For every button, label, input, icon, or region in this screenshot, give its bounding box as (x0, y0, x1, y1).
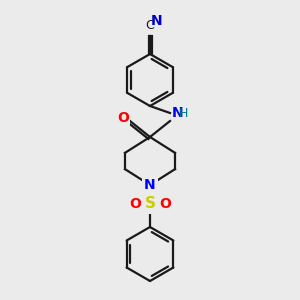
Text: S: S (145, 196, 155, 211)
Text: N: N (144, 178, 156, 192)
Text: C: C (146, 19, 154, 32)
Text: O: O (117, 111, 129, 125)
Text: O: O (159, 197, 171, 211)
Text: N: N (151, 14, 163, 28)
Text: H: H (179, 107, 188, 120)
Text: O: O (129, 197, 141, 211)
Text: N: N (172, 106, 184, 120)
